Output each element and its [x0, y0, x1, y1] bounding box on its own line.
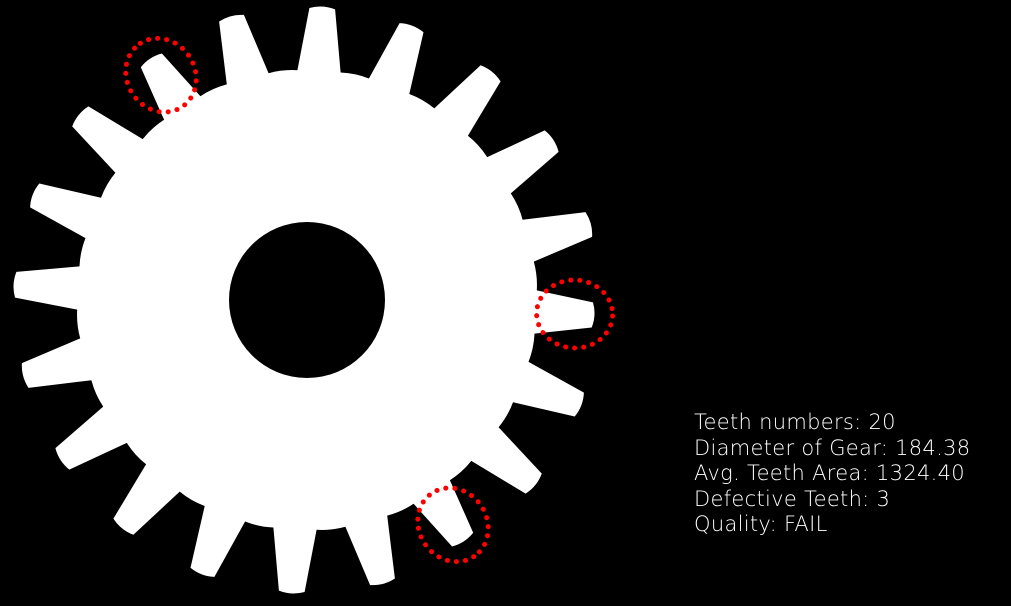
defect-marker	[123, 35, 199, 115]
defect-marker	[415, 485, 491, 565]
defect-markers	[123, 35, 616, 565]
gear-diameter-label: Diameter of Gear: 184.38	[694, 435, 971, 460]
inspection-results-panel: Teeth numbers: 20 Diameter of Gear: 184.…	[694, 410, 1009, 538]
defective-teeth-label: Defective Teeth: 3	[694, 486, 891, 511]
avg-teeth-area-label: Avg. Teeth Area: 1324.40	[694, 461, 965, 485]
defect-marker	[534, 277, 616, 351]
gear-body	[13, 6, 595, 594]
teeth-count-label: Teeth numbers: 20	[694, 410, 896, 434]
quality-status-label: Quality: FAIL	[694, 512, 828, 536]
